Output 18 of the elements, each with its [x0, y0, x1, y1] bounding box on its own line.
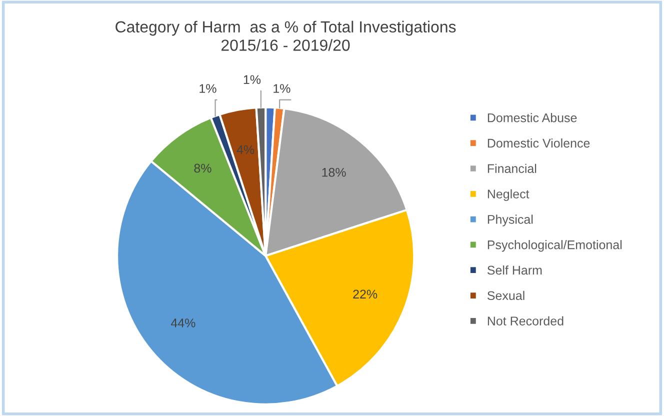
data-label: 44%: [170, 318, 196, 328]
data-label: 18%: [322, 168, 346, 177]
data-label: 1%: [200, 84, 216, 93]
legend-label: Domestic Violence: [488, 138, 590, 148]
legend-label: Not Recorded: [488, 316, 564, 326]
data-label: 4%: [236, 145, 254, 154]
data-label: 8%: [194, 164, 212, 173]
data-label: 1%: [244, 75, 261, 84]
legend-label: Psychological/Emotional: [488, 240, 622, 252]
legend-label: Sexual: [487, 290, 524, 300]
data-label: 1%: [274, 84, 290, 93]
legend-label: Financial: [488, 164, 536, 174]
legend-label: Domestic Abuse: [488, 113, 577, 122]
legend-label: Self Harm: [487, 265, 542, 275]
legend-label: Neglect: [488, 189, 530, 201]
data-label: 22%: [353, 290, 378, 299]
legend-label: Physical: [488, 214, 533, 226]
chart-title: Category of Harm as a % of Total Investigations 2015/16 - 2019/20: [116, 20, 456, 51]
